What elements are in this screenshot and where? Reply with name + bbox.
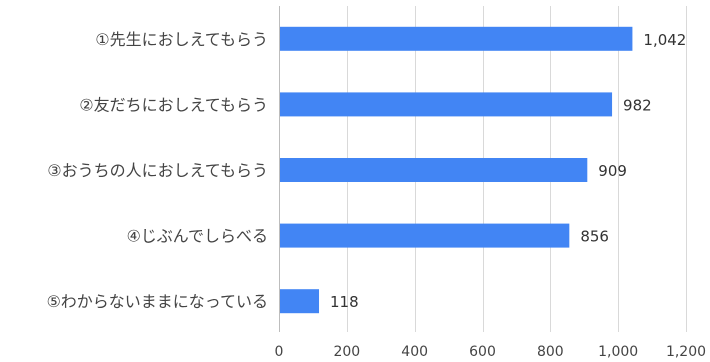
bars bbox=[280, 26, 633, 314]
bar bbox=[280, 289, 320, 314]
category-label: ③おうちの人におしえてもらう bbox=[47, 161, 268, 180]
bar bbox=[280, 158, 588, 182]
category-label: ①先生におしえてもらう bbox=[95, 30, 268, 49]
x-tick-label: 200 bbox=[333, 344, 360, 360]
category-label: ②友だちにおしえてもらう bbox=[79, 95, 268, 114]
x-tick-label: 0 bbox=[275, 344, 284, 360]
data-label: 1,042 bbox=[643, 31, 686, 49]
x-tick-label: 400 bbox=[401, 344, 428, 360]
x-tick-label: 1,200 bbox=[666, 344, 706, 360]
bar bbox=[280, 92, 613, 117]
category-label: ④じぶんでしらべる bbox=[126, 227, 268, 246]
data-label: 118 bbox=[330, 293, 359, 311]
x-axis-ticks: 0 200 400 600 800 1,000 1,200 bbox=[275, 344, 707, 360]
value-labels: 1,042 982 909 856 118 bbox=[330, 31, 686, 311]
x-tick-label: 1,000 bbox=[598, 344, 638, 360]
x-tick-label: 800 bbox=[537, 344, 564, 360]
data-label: 856 bbox=[580, 228, 609, 246]
data-label: 909 bbox=[598, 162, 627, 180]
x-tick-label: 600 bbox=[469, 344, 496, 360]
bar bbox=[280, 26, 633, 51]
category-label: ⑤わからないままになっている bbox=[46, 292, 268, 311]
bar bbox=[280, 223, 570, 248]
category-labels: ①先生におしえてもらう ②友だちにおしえてもらう ③おうちの人におしえてもらう ④じぶ… bbox=[46, 30, 268, 311]
data-label: 982 bbox=[623, 96, 652, 114]
